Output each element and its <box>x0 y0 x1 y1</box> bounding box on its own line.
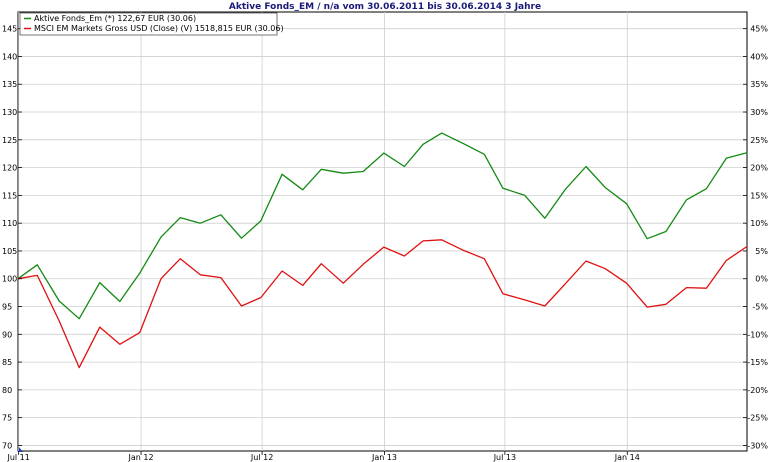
left-tick-label: 100 <box>2 275 17 284</box>
x-tick-label: Jul 11 <box>6 453 29 462</box>
left-tick-label: 125 <box>2 136 17 145</box>
right-tick-label: 45% <box>750 25 768 34</box>
series-layer <box>17 132 748 369</box>
left-tick-label: 95 <box>2 303 12 312</box>
x-tick-label: Jul 12 <box>250 453 273 462</box>
chart-title: Aktive Fonds_EM / n/a vom 30.06.2011 bis… <box>229 2 541 12</box>
right-tick-label: 10% <box>750 219 768 228</box>
right-tick-label: 5% <box>755 247 768 256</box>
left-tick-label: 120 <box>2 164 17 173</box>
series-line-fund <box>17 132 748 320</box>
right-tick-label: -5% <box>752 303 768 312</box>
right-tick-label: 15% <box>750 191 768 200</box>
left-tick-label: 105 <box>2 247 17 256</box>
x-tick-label: Jan 14 <box>614 453 640 462</box>
right-tick-label: 35% <box>750 80 768 89</box>
right-tick-label: 40% <box>750 52 768 61</box>
corner-marker-icon <box>19 447 23 452</box>
left-tick-label: 85 <box>2 358 12 367</box>
legend: Aktive Fonds_Em (*) 122,67 EUR (30.06) M… <box>19 12 284 36</box>
right-tick-label: -10% <box>747 330 768 339</box>
legend-entry-fund: Aktive Fonds_Em (*) 122,67 EUR (30.06) <box>34 14 196 23</box>
right-tick-label: 25% <box>750 136 768 145</box>
legend-box <box>19 12 278 36</box>
left-tick-label: 140 <box>2 52 17 61</box>
left-axis: 70 75 80 85 90 95 100 105 110 115 120 125 130 135 140 1… <box>2 25 22 450</box>
x-tick-label: Jan 12 <box>128 453 154 462</box>
right-tick-label: 20% <box>750 164 768 173</box>
series-line-msci <box>17 239 748 369</box>
left-tick-label: 130 <box>2 108 17 117</box>
right-tick-label: -30% <box>747 441 768 450</box>
left-tick-label: 80 <box>2 386 12 395</box>
left-tick-label: 135 <box>2 80 17 89</box>
left-tick-label: 75 <box>2 414 12 423</box>
grid <box>18 12 747 451</box>
right-tick-label: 0% <box>755 275 768 284</box>
right-tick-label: -25% <box>747 414 768 423</box>
right-tick-label: -15% <box>747 358 768 367</box>
right-tick-label: -20% <box>747 386 768 395</box>
left-tick-label: 70 <box>2 441 12 450</box>
plot-area <box>17 11 748 452</box>
x-axis: Jul 11 Jan 12 Jul 12 Jan 13 Jul 13 Jan 14 <box>6 451 640 462</box>
x-tick-label: Jul 13 <box>493 453 516 462</box>
x-tick-label: Jan 13 <box>371 453 397 462</box>
left-tick-label: 145 <box>2 25 17 34</box>
left-tick-label: 90 <box>2 330 12 339</box>
right-tick-label: 30% <box>750 108 768 117</box>
right-axis: -30% -25% -20% -15% -10% -5% 0% 5% 10% 15% 20% 25% 3… <box>743 25 768 450</box>
left-tick-label: 110 <box>2 219 17 228</box>
legend-entry-msci: MSCI EM Markets Gross USD (Close) (V) 15… <box>34 24 284 33</box>
left-tick-label: 115 <box>2 191 17 200</box>
